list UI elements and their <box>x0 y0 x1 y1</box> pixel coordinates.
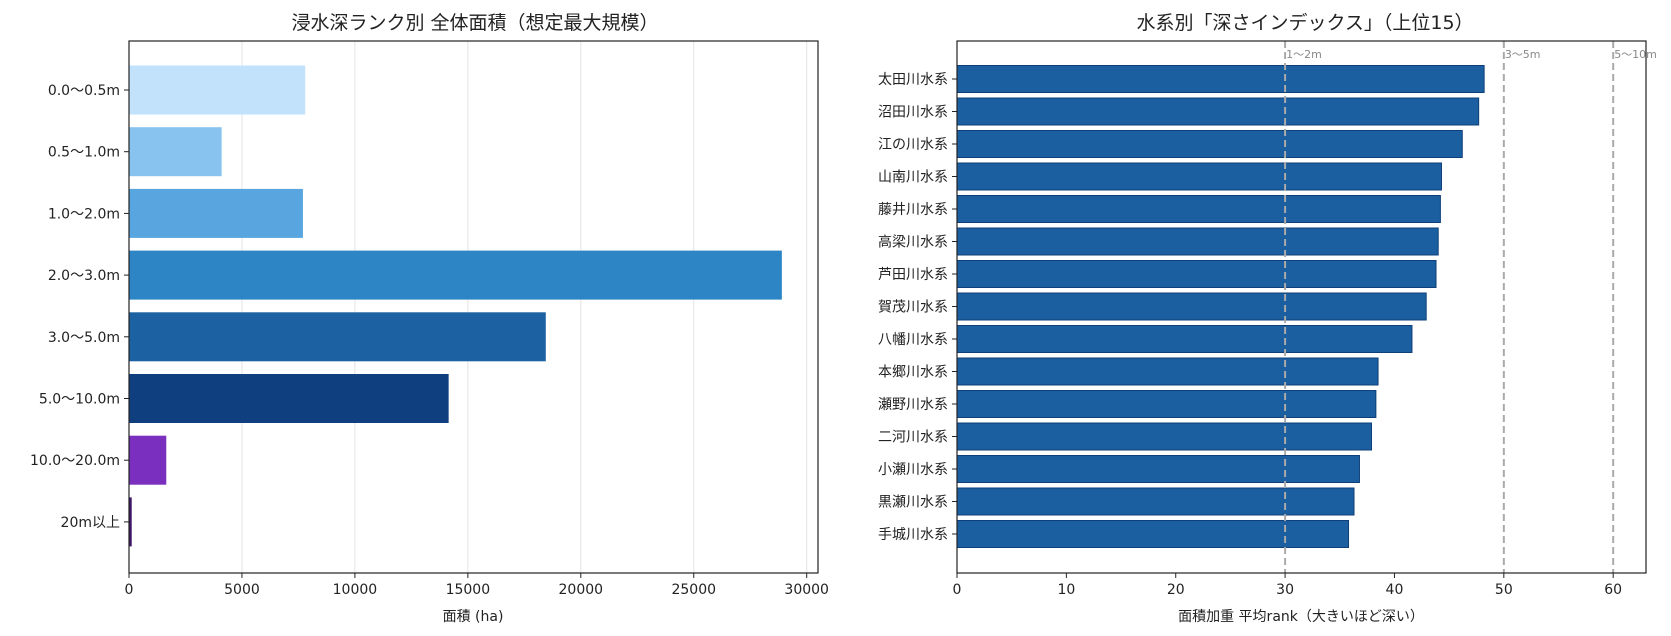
bar <box>129 65 306 115</box>
x-tick-label: 20 <box>1167 582 1185 598</box>
y-tick-label: 本郷川水系 <box>878 365 948 381</box>
reference-line-label: 3〜5m <box>1505 48 1541 61</box>
y-tick-label: 沼田川水系 <box>878 105 948 121</box>
y-tick-label: 瀬野川水系 <box>878 397 948 413</box>
x-tick-label: 30 <box>1276 582 1294 598</box>
bar <box>956 487 1355 516</box>
bar <box>956 292 1427 321</box>
x-tick-label: 0 <box>125 582 134 598</box>
bar <box>129 188 303 238</box>
plot-frame <box>128 40 819 574</box>
y-tick-label: 黒瀬川水系 <box>878 495 948 511</box>
y-tick-label: 20m以上 <box>61 515 120 531</box>
x-tick-label: 10000 <box>333 582 378 598</box>
y-tick-label: 小瀬川水系 <box>878 462 948 478</box>
bar <box>956 195 1441 223</box>
x-tick-label: 25000 <box>671 582 716 598</box>
x-tick-label: 30000 <box>784 582 829 598</box>
bar <box>956 455 1360 483</box>
river-depth-index-chart: 水系別「深さインデックス」（上位15） 1〜2m 3〜5m 5〜10m 太田川水系沼… <box>878 12 1657 625</box>
x-tick-label: 60 <box>1604 582 1622 598</box>
bar <box>129 497 132 547</box>
reference-line-label: 1〜2m <box>1286 48 1322 61</box>
x-axis-label: 面積 (ha) <box>443 609 504 625</box>
x-tick-label: 40 <box>1386 582 1404 598</box>
bar <box>956 260 1437 288</box>
bar <box>129 312 546 362</box>
bar <box>956 227 1439 256</box>
bar <box>956 390 1377 418</box>
reference-line-label: 5〜10m <box>1614 48 1657 61</box>
x-axis-label: 面積加重 平均rank（大きいほど深い） <box>1178 609 1424 625</box>
bar <box>956 130 1463 158</box>
bar <box>956 357 1379 386</box>
y-tick-label: 太田川水系 <box>878 72 948 88</box>
y-tick-label: 二河川水系 <box>878 430 948 446</box>
y-tick-label: 芦田川水系 <box>878 267 948 283</box>
x-tick-label: 20000 <box>559 582 604 598</box>
bar <box>956 520 1350 548</box>
bar <box>129 435 167 485</box>
bar <box>956 325 1413 353</box>
y-tick-label: 藤井川水系 <box>878 202 948 218</box>
bar <box>956 65 1485 93</box>
bar <box>129 250 782 300</box>
y-tick-label: 10.0〜20.0m <box>30 453 120 469</box>
x-tick-label: 10 <box>1057 582 1075 598</box>
bar <box>956 97 1480 126</box>
y-tick-label: 賀茂川水系 <box>878 299 948 316</box>
y-tick-label: 2.0〜3.0m <box>48 268 120 284</box>
y-tick-label: 八幡川水系 <box>878 332 948 348</box>
x-tick-label: 0 <box>953 582 962 598</box>
y-tick-label: 0.0〜0.5m <box>48 83 120 99</box>
chart-title: 浸水深ランク別 全体面積（想定最大規模） <box>291 12 658 34</box>
y-tick-label: 江の川水系 <box>878 137 948 153</box>
y-tick-label: 1.0〜2.0m <box>48 206 120 222</box>
x-tick-label: 5000 <box>224 582 260 598</box>
y-tick-label: 手城川水系 <box>878 527 948 543</box>
y-tick-label: 山南川水系 <box>878 170 948 186</box>
y-tick-label: 高梁川水系 <box>878 234 948 251</box>
y-tick-label: 5.0〜10.0m <box>39 392 120 408</box>
y-tick-label: 0.5〜1.0m <box>48 145 120 161</box>
x-tick-label: 50 <box>1495 582 1513 598</box>
bar <box>956 162 1442 191</box>
depth-rank-area-chart: 浸水深ランク別 全体面積（想定最大規模） 0.0〜0.5m 0.5〜1.0m 1.0… <box>30 12 829 625</box>
x-tick-label: 15000 <box>446 582 491 598</box>
bar <box>956 422 1372 451</box>
chart-title: 水系別「深さインデックス」（上位15） <box>1136 12 1473 34</box>
y-tick-label: 3.0〜5.0m <box>48 330 120 346</box>
bar <box>129 374 449 423</box>
bar <box>129 127 222 177</box>
